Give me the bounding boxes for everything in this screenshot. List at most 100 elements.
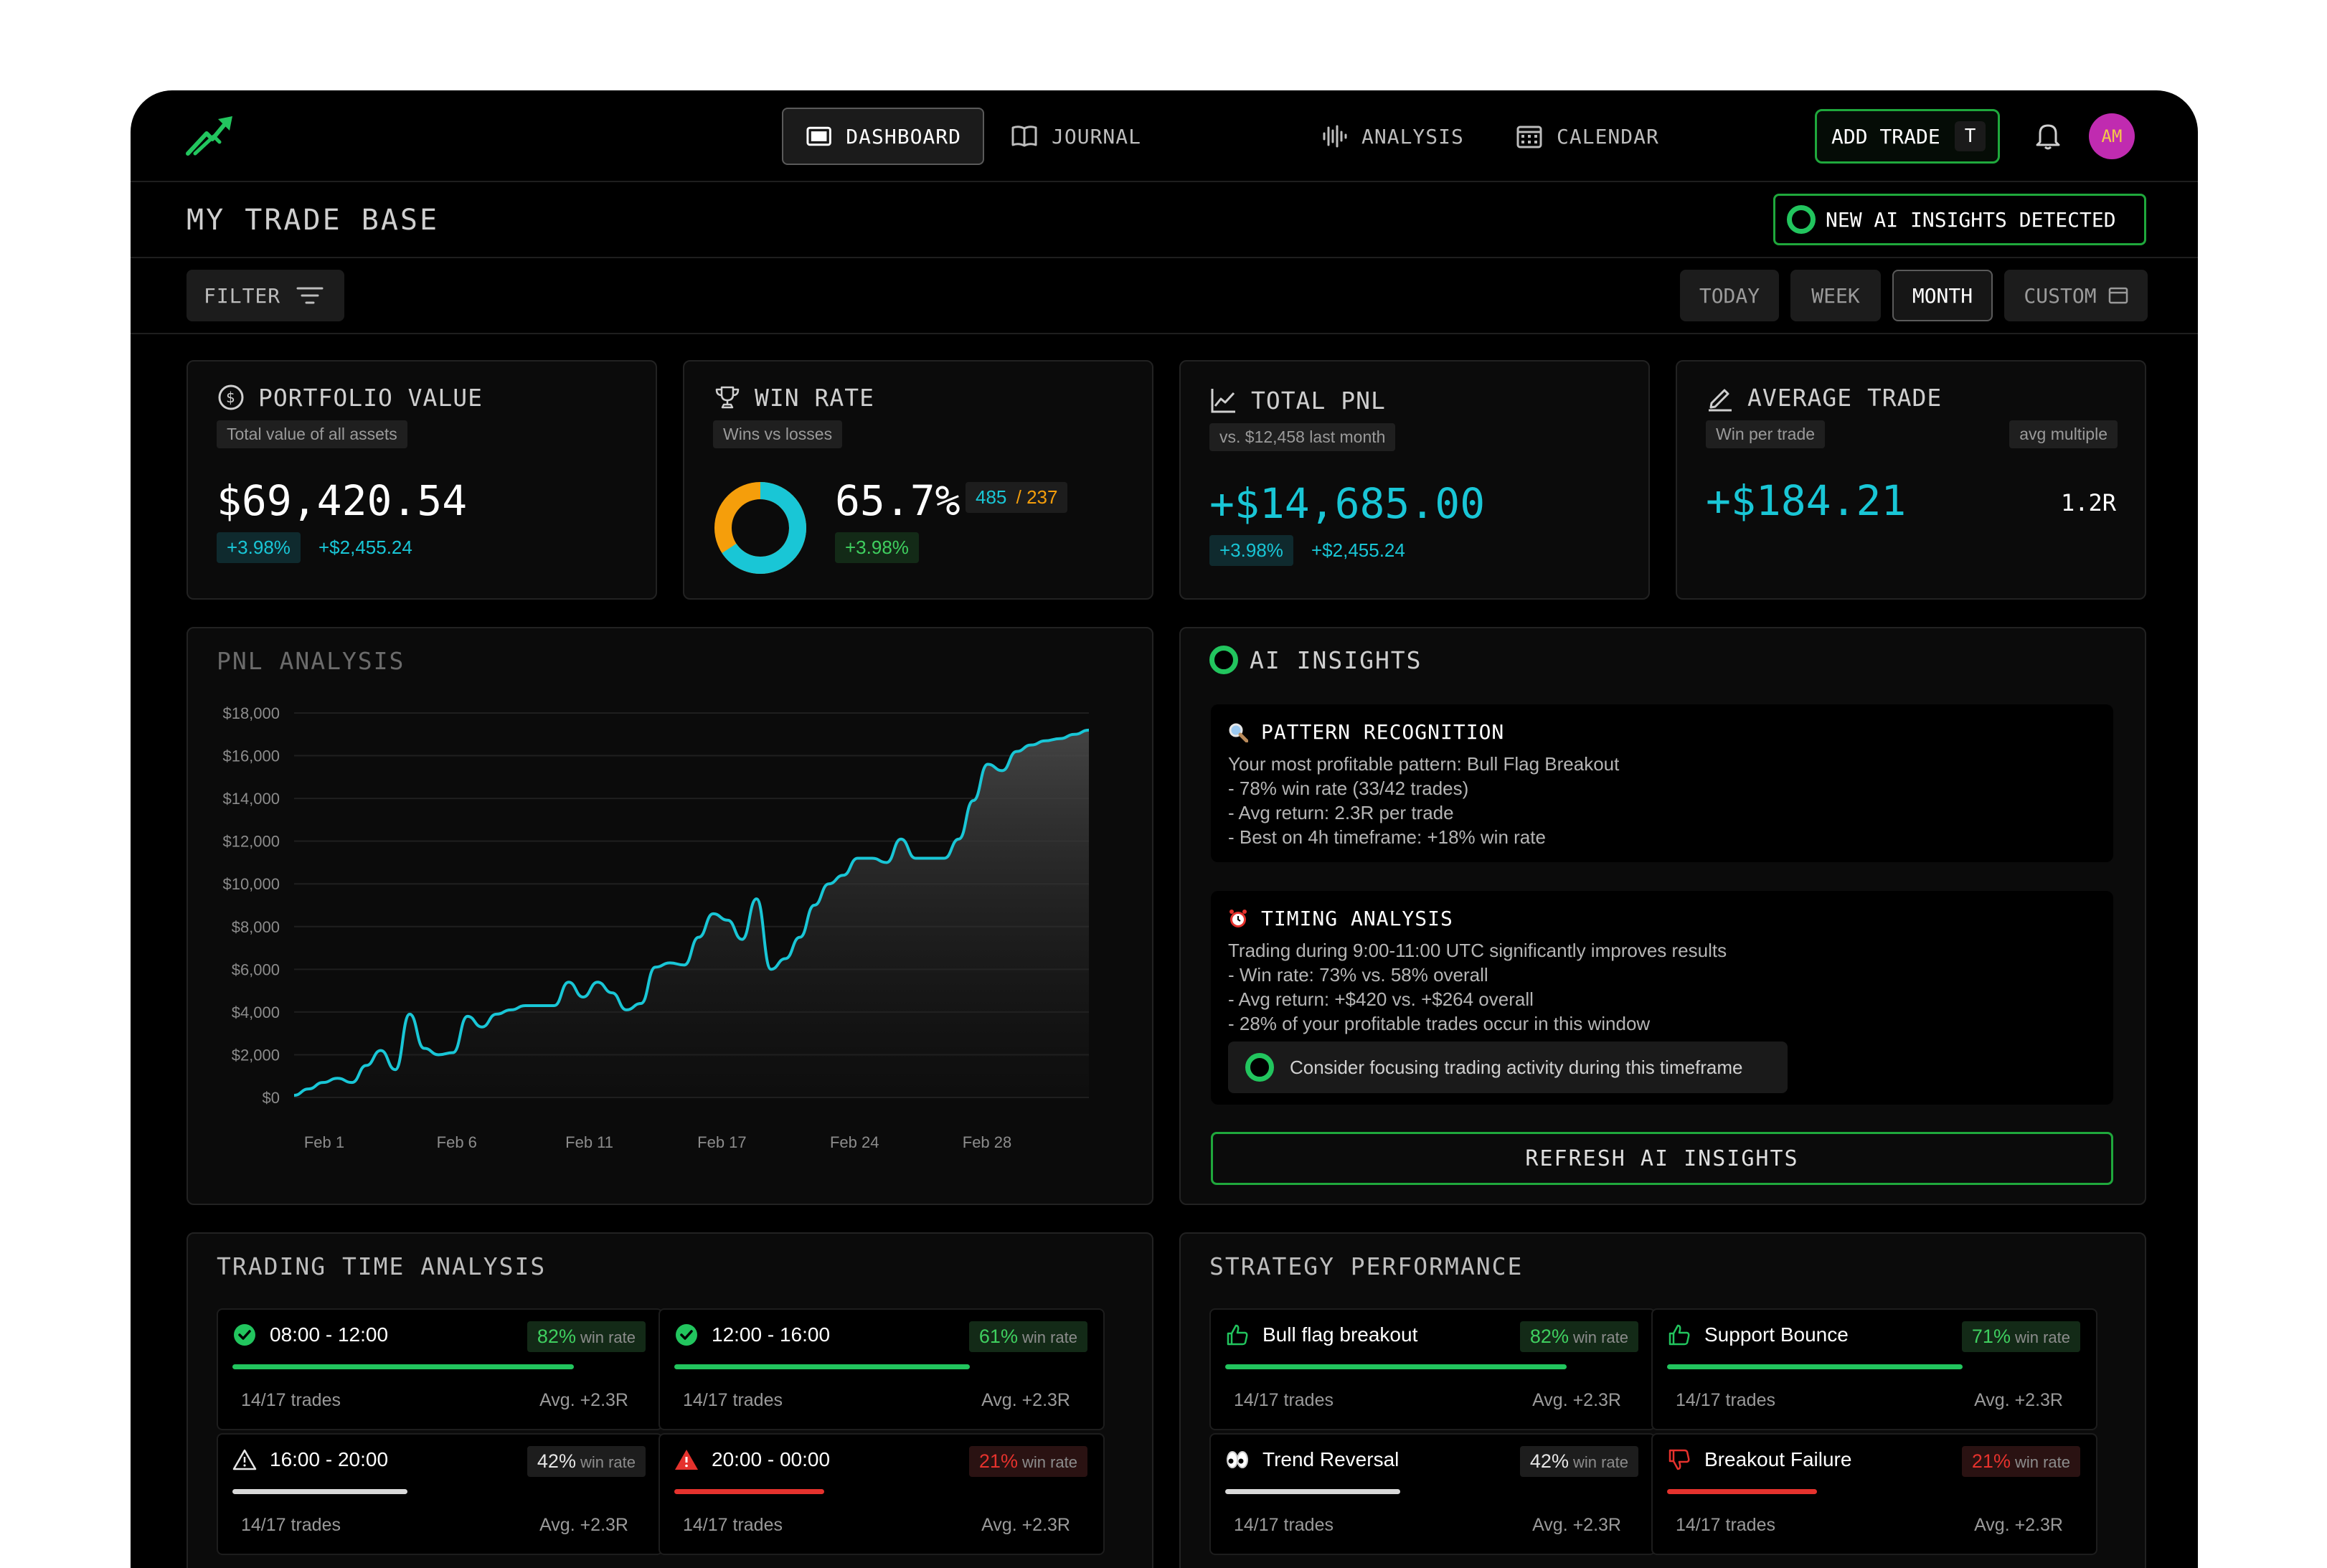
time-window-tile[interactable]: 16:00 - 20:00 42% win rate 14/17 trades Avg.… xyxy=(217,1433,663,1555)
add-trade-button[interactable]: ADD TRADE T xyxy=(1815,109,2000,164)
winrate-value: 42% xyxy=(537,1450,576,1472)
range-custom[interactable]: CUSTOM xyxy=(2004,270,2148,321)
winrate-change-pct: +3.98% xyxy=(835,532,919,563)
tab-journal-label: JOURNAL xyxy=(1052,124,1142,148)
portfolio-title: PORTFOLIO VALUE xyxy=(258,383,483,412)
winrate-label: win rate xyxy=(1021,1328,1077,1346)
insight-line: - 28% of your profitable trades occur in… xyxy=(1228,1013,1651,1034)
insight-line: - Avg return: 2.3R per trade xyxy=(1228,802,1454,823)
line-chart-icon xyxy=(1211,389,1235,413)
time-window-tile[interactable]: 12:00 - 16:00 61% win rate 14/17 trades Avg.… xyxy=(659,1308,1105,1430)
refresh-ai-insights-button[interactable]: REFRESH AI INSIGHTS xyxy=(1211,1132,2113,1185)
insight-title: TIMING ANALYSIS xyxy=(1261,907,1453,930)
winrate-value: 21% xyxy=(1971,1450,2011,1472)
tab-dashboard[interactable]: DASHBOARD xyxy=(782,108,984,165)
losses-count: / 237 xyxy=(1016,486,1058,508)
winrate-label: win rate xyxy=(1572,1453,1628,1471)
strategy-performance-card: STRATEGY PERFORMANCE Bull flag breakout 8… xyxy=(1179,1232,2146,1568)
insight-timing-analysis: TIMING ANALYSIS Trading during 9:00-11:0… xyxy=(1211,891,2113,1105)
y-tick-label: $14,000 xyxy=(222,790,280,808)
tab-analysis[interactable]: ANALYSIS xyxy=(1300,108,1486,165)
ai-insights-title: AI INSIGHTS xyxy=(1250,646,1422,674)
winrate-label: win rate xyxy=(1021,1453,1077,1471)
strategy-tile[interactable]: Support Bounce 71% win rate 14/17 trades Avg… xyxy=(1651,1308,2097,1430)
range-month[interactable]: MONTH xyxy=(1892,270,1993,321)
trading-time-title: TRADING TIME ANALYSIS xyxy=(217,1252,547,1280)
y-tick-label: $0 xyxy=(263,1089,280,1107)
y-tick-label: $12,000 xyxy=(222,833,280,851)
trophy-icon xyxy=(715,386,740,409)
winrate-bar xyxy=(1225,1364,1567,1369)
insight-suggestion[interactable]: Consider focusing trading activity durin… xyxy=(1228,1042,1788,1093)
time-window-tile[interactable]: 08:00 - 12:00 82% win rate 14/17 trades Avg.… xyxy=(217,1308,663,1430)
ai-badge-label: NEW AI INSIGHTS DETECTED xyxy=(1826,207,2116,232)
x-tick-label: Feb 24 xyxy=(830,1133,879,1151)
insight-title: PATTERN RECOGNITION xyxy=(1261,720,1505,744)
status-ring-icon xyxy=(1787,205,1816,234)
page-title: MY TRADE BASE xyxy=(187,204,440,237)
dollar-circle-icon: $ xyxy=(218,384,244,410)
y-tick-label: $8,000 xyxy=(232,918,280,936)
avg-return: Avg. +2.3R xyxy=(1532,1390,1621,1410)
tile-header: Bull flag breakout xyxy=(1225,1323,1417,1347)
avatar[interactable]: AM xyxy=(2089,113,2135,159)
winrate-value: 82% xyxy=(537,1326,576,1347)
time-window-tile[interactable]: 20:00 - 00:00 21% win rate 14/17 trades Avg.… xyxy=(659,1433,1105,1555)
trading-time-card: TRADING TIME ANALYSIS 08:00 - 12:00 82% wi… xyxy=(187,1232,1153,1568)
range-week[interactable]: WEEK xyxy=(1790,270,1881,321)
range-today[interactable]: TODAY xyxy=(1680,270,1779,321)
ai-insights-title-row: AI INSIGHTS xyxy=(1209,646,1422,674)
y-tick-label: $18,000 xyxy=(222,704,280,722)
warning-outline-icon xyxy=(232,1447,257,1472)
tile-name: Breakout Failure xyxy=(1704,1448,1852,1470)
logo-icon[interactable] xyxy=(185,112,237,158)
y-tick-label: $6,000 xyxy=(232,960,280,978)
portfolio-subtitle: Total value of all assets xyxy=(217,420,407,448)
wins-count: 485 xyxy=(976,486,1007,508)
donut-win-arc xyxy=(714,482,806,574)
filter-button[interactable]: FILTER xyxy=(187,270,344,321)
winrate-badge: 61% win rate xyxy=(968,1321,1087,1352)
strategy-tile[interactable]: Breakout Failure 21% win rate 14/17 trades A… xyxy=(1651,1433,2097,1555)
thumbs-up-icon xyxy=(1225,1323,1250,1347)
winrate-value: 61% xyxy=(978,1326,1018,1347)
tile-name: 08:00 - 12:00 xyxy=(270,1323,389,1346)
avgtrade-subtitle-right: avg multiple xyxy=(2009,420,2118,448)
avg-return: Avg. +2.3R xyxy=(539,1515,628,1535)
portfolio-value-card: $ PORTFOLIO VALUE Total value of all ass… xyxy=(187,360,657,600)
trade-count: 14/17 trades xyxy=(1234,1515,1334,1535)
tab-journal[interactable]: JOURNAL xyxy=(988,108,1163,165)
winrate-bar xyxy=(1667,1489,1817,1494)
insight-line: - Win rate: 73% vs. 58% overall xyxy=(1228,964,1488,986)
bell-icon[interactable] xyxy=(2031,119,2064,152)
avgtrade-multiple: 1.2R xyxy=(2060,489,2116,516)
winrate-value: 42% xyxy=(1529,1450,1569,1472)
insight-line: - 78% win rate (33/42 trades) xyxy=(1228,778,1469,799)
trade-count: 14/17 trades xyxy=(683,1515,783,1535)
calendar-small-icon xyxy=(2108,287,2128,304)
strategy-tile[interactable]: Trend Reversal 42% win rate 14/17 trades Avg… xyxy=(1209,1433,1656,1555)
magnifier-icon xyxy=(1229,723,1248,742)
x-tick-label: Feb 1 xyxy=(304,1133,344,1151)
pnl-title: TOTAL PNL xyxy=(1251,386,1386,415)
avg-return: Avg. +2.3R xyxy=(981,1390,1070,1410)
tile-name: 16:00 - 20:00 xyxy=(270,1448,389,1470)
average-trade-card: AVERAGE TRADE Win per trade avg multiple… xyxy=(1676,360,2146,600)
insight-line: Your most profitable pattern: Bull Flag … xyxy=(1228,753,1620,775)
alarm-clock-icon xyxy=(1229,909,1247,927)
tile-name: 20:00 - 00:00 xyxy=(712,1448,831,1470)
x-tick-label: Feb 28 xyxy=(963,1133,1012,1151)
tile-header: Trend Reversal xyxy=(1225,1447,1399,1472)
strategy-tile[interactable]: Bull flag breakout 82% win rate 14/17 trade… xyxy=(1209,1308,1656,1430)
winrate-label: win rate xyxy=(580,1328,636,1346)
status-ring-icon xyxy=(1209,646,1238,674)
portfolio-value: $69,420.54 xyxy=(217,476,468,525)
ai-insights-badge[interactable]: NEW AI INSIGHTS DETECTED xyxy=(1773,194,2146,245)
insight-line: - Avg return: +$420 vs. +$264 overall xyxy=(1228,988,1534,1010)
tab-calendar-label: CALENDAR xyxy=(1557,124,1659,148)
tab-calendar[interactable]: CALENDAR xyxy=(1493,108,1681,165)
winrate-bar xyxy=(674,1489,824,1494)
avg-return: Avg. +2.3R xyxy=(1532,1515,1621,1535)
check-circle-icon xyxy=(232,1323,257,1347)
filter-bar: FILTER TODAY WEEK MONTH CUSTOM xyxy=(131,258,2198,334)
